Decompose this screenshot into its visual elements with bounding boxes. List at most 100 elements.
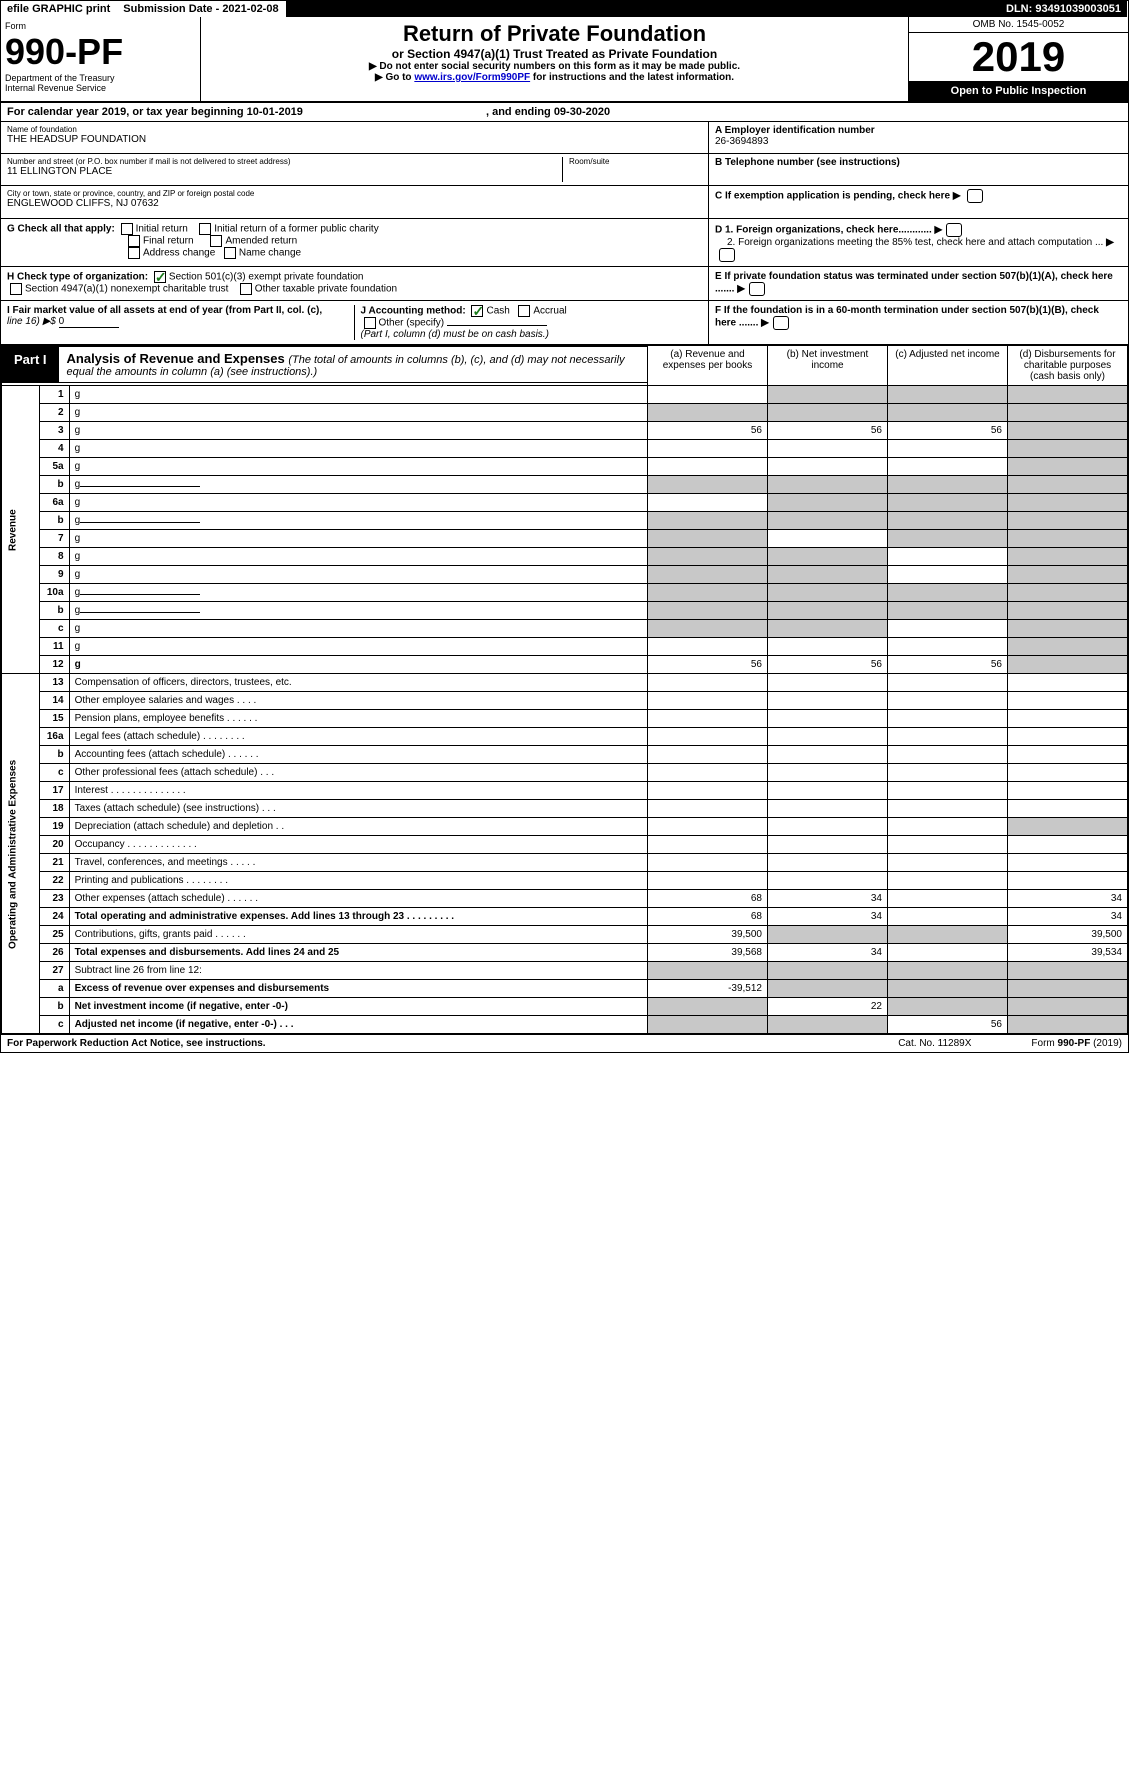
top-bar: efile GRAPHIC print Submission Date - 20… — [1, 1, 1128, 17]
form-990pf: efile GRAPHIC print Submission Date - 20… — [0, 0, 1129, 1053]
revenue-label: Revenue — [2, 386, 40, 674]
cb-d2[interactable] — [719, 248, 735, 262]
checkbox-c[interactable] — [967, 189, 983, 203]
table-row: 9g — [2, 566, 1128, 584]
table-row: 5ag — [2, 458, 1128, 476]
form-title: Return of Private Foundation — [205, 21, 904, 47]
table-row: 23Other expenses (attach schedule) . . .… — [2, 890, 1128, 908]
table-row: 24Total operating and administrative exp… — [2, 908, 1128, 926]
table-row: 15Pension plans, employee benefits . . .… — [2, 710, 1128, 728]
cb-amended[interactable] — [210, 235, 222, 247]
footer-right: Form 990-PF (2019) — [1031, 1038, 1122, 1049]
table-row: cAdjusted net income (if negative, enter… — [2, 1016, 1128, 1034]
tax-year: 2019 — [909, 33, 1128, 81]
i-label: I Fair market value of all assets at end… — [7, 305, 322, 316]
table-row: cOther professional fees (attach schedul… — [2, 764, 1128, 782]
table-row: 12g565656 — [2, 656, 1128, 674]
cb-addr[interactable] — [128, 247, 140, 259]
table-row: 27Subtract line 26 from line 12: — [2, 962, 1128, 980]
submission-date: Submission Date - 2021-02-08 — [117, 1, 285, 17]
cb-name[interactable] — [224, 247, 236, 259]
table-row: 8g — [2, 548, 1128, 566]
id-block: Name of foundation THE HEADSUP FOUNDATIO… — [1, 122, 1128, 219]
d1: D 1. Foreign organizations, check here..… — [715, 225, 932, 236]
table-row: bg — [2, 602, 1128, 620]
g-label: G Check all that apply: — [7, 224, 115, 235]
cb-d1[interactable] — [946, 223, 962, 237]
dln: DLN: 93491039003051 — [1000, 1, 1128, 17]
form-number: 990-PF — [5, 31, 196, 73]
foundation-name: THE HEADSUP FOUNDATION — [7, 134, 702, 145]
table-row: 2g — [2, 404, 1128, 422]
footer-left: For Paperwork Reduction Act Notice, see … — [7, 1038, 266, 1049]
cb-cash[interactable] — [471, 305, 483, 317]
table-row: Revenue1g — [2, 386, 1128, 404]
form-subtitle: or Section 4947(a)(1) Trust Treated as P… — [205, 47, 904, 61]
table-row: 26Total expenses and disbursements. Add … — [2, 944, 1128, 962]
table-row: Operating and Administrative Expenses13C… — [2, 674, 1128, 692]
room-label: Room/suite — [569, 157, 702, 166]
cb-other-method[interactable] — [364, 317, 376, 329]
cb-former[interactable] — [199, 223, 211, 235]
cb-4947[interactable] — [10, 283, 22, 295]
table-row: 10ag — [2, 584, 1128, 602]
cb-other-taxable[interactable] — [240, 283, 252, 295]
table-row: 6ag — [2, 494, 1128, 512]
table-row: 4g — [2, 440, 1128, 458]
expenses-label: Operating and Administrative Expenses — [2, 674, 40, 1034]
footer-mid: Cat. No. 11289X — [898, 1038, 971, 1049]
cb-f[interactable] — [773, 316, 789, 330]
col-d: (d) Disbursements for charitable purpose… — [1008, 346, 1128, 386]
open-public: Open to Public Inspection — [909, 81, 1128, 101]
city: ENGLEWOOD CLIFFS, NJ 07632 — [7, 198, 702, 209]
e-label: E If private foundation status was termi… — [715, 271, 1113, 295]
cb-accrual[interactable] — [518, 305, 530, 317]
table-row: bNet investment income (if negative, ent… — [2, 998, 1128, 1016]
tel-label: B Telephone number (see instructions) — [715, 157, 900, 168]
table-row: 21Travel, conferences, and meetings . . … — [2, 854, 1128, 872]
form-header: Form 990-PF Department of the Treasury I… — [1, 17, 1128, 103]
part1-table: Part I Analysis of Revenue and Expenses … — [1, 345, 1128, 1034]
table-row: 7g — [2, 530, 1128, 548]
j-note: (Part I, column (d) must be on cash basi… — [361, 329, 549, 340]
ein: 26-3694893 — [715, 136, 768, 147]
ein-label: A Employer identification number — [715, 125, 875, 136]
table-row: bg — [2, 476, 1128, 494]
part1-tag: Part I — [2, 346, 59, 383]
table-row: 11g — [2, 638, 1128, 656]
h-label: H Check type of organization: — [7, 272, 148, 283]
irs: Internal Revenue Service — [5, 83, 196, 93]
i-line: line 16) ▶$ — [7, 316, 59, 327]
col-b: (b) Net investment income — [768, 346, 888, 386]
cb-initial[interactable] — [121, 223, 133, 235]
cb-501c3[interactable] — [154, 271, 166, 283]
col-a: (a) Revenue and expenses per books — [648, 346, 768, 386]
c-label: C If exemption application is pending, c… — [715, 191, 950, 202]
inst1: ▶ Do not enter social security numbers o… — [205, 61, 904, 72]
inst2: ▶ Go to www.irs.gov/Form990PF for instru… — [205, 72, 904, 83]
omb: OMB No. 1545-0052 — [909, 17, 1128, 33]
d2: 2. Foreign organizations meeting the 85%… — [727, 237, 1103, 248]
efile-label: efile GRAPHIC print — [1, 1, 117, 17]
table-row: 19Depreciation (attach schedule) and dep… — [2, 818, 1128, 836]
table-row: 14Other employee salaries and wages . . … — [2, 692, 1128, 710]
table-row: aExcess of revenue over expenses and dis… — [2, 980, 1128, 998]
col-c: (c) Adjusted net income — [888, 346, 1008, 386]
form-label: Form — [5, 21, 196, 31]
link-irs[interactable]: www.irs.gov/Form990PF — [414, 72, 530, 83]
table-row: cg — [2, 620, 1128, 638]
table-row: 3g565656 — [2, 422, 1128, 440]
addr-label: Number and street (or P.O. box number if… — [7, 157, 562, 166]
table-row: 16aLegal fees (attach schedule) . . . . … — [2, 728, 1128, 746]
table-row: 18Taxes (attach schedule) (see instructi… — [2, 800, 1128, 818]
address: 11 ELLINGTON PLACE — [7, 166, 562, 177]
cb-final[interactable] — [128, 235, 140, 247]
table-row: 22Printing and publications . . . . . . … — [2, 872, 1128, 890]
cb-e[interactable] — [749, 282, 765, 296]
i-val: 0 — [59, 316, 119, 328]
table-row: 25Contributions, gifts, grants paid . . … — [2, 926, 1128, 944]
calendar-year-row: For calendar year 2019, or tax year begi… — [1, 103, 1128, 122]
table-row: 17Interest . . . . . . . . . . . . . . — [2, 782, 1128, 800]
j-label: J Accounting method: — [361, 306, 466, 317]
table-row: bAccounting fees (attach schedule) . . .… — [2, 746, 1128, 764]
